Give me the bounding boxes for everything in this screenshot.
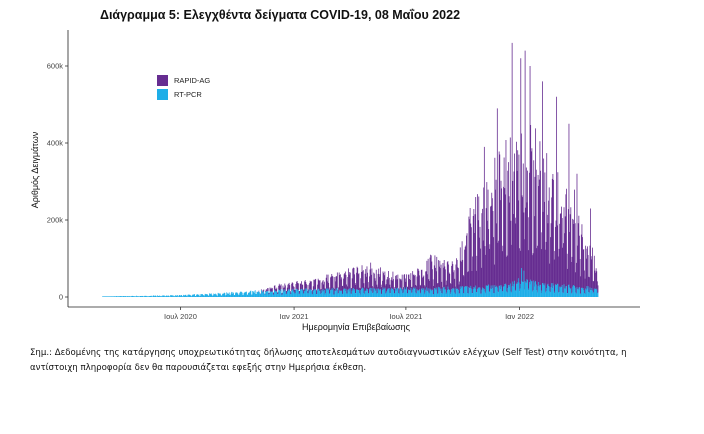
- y-tick-label: 0: [59, 293, 63, 302]
- y-axis-label: Αριθμός Δειγμάτων: [30, 131, 40, 208]
- x-axis-ticks: Ιουλ 2020 Ιαν 2021 Ιουλ 2021 Ιαν 2022: [164, 307, 534, 321]
- legend-swatch-rt-pcr: [157, 89, 168, 100]
- rt-pcr-series: [102, 268, 599, 297]
- x-tick-label: Ιουλ 2021: [389, 312, 422, 321]
- footnote: Σημ.: Δεδομένης της κατάργησης υποχρεωτι…: [30, 348, 627, 373]
- chart-plot: 0 200k 400k 600k Ιουλ 2020 Ιαν 2021 Ιουλ 2021…: [30, 30, 640, 332]
- legend-label-rt-pcr: RT-PCR: [174, 90, 202, 99]
- x-tick-label: Ιαν 2022: [505, 312, 534, 321]
- rapid-ag-series: [256, 42, 599, 295]
- x-axis-label: Ημερομηνία Επιβεβαίωσης: [302, 322, 411, 332]
- legend-swatch-rapid-ag: [157, 75, 168, 86]
- y-tick-label: 400k: [47, 139, 64, 148]
- y-tick-label: 200k: [47, 216, 64, 225]
- x-tick-label: Ιαν 2021: [280, 312, 309, 321]
- y-tick-label: 600k: [47, 62, 64, 71]
- legend: RAPID-AG RT-PCR: [157, 75, 210, 100]
- chart-title: Διάγραμμα 5: Ελεγχθέντα δείγματα COVID-1…: [99, 8, 461, 22]
- x-tick-label: Ιουλ 2020: [164, 312, 197, 321]
- y-axis-ticks: 0 200k 400k 600k: [47, 62, 68, 302]
- legend-label-rapid-ag: RAPID-AG: [174, 76, 210, 85]
